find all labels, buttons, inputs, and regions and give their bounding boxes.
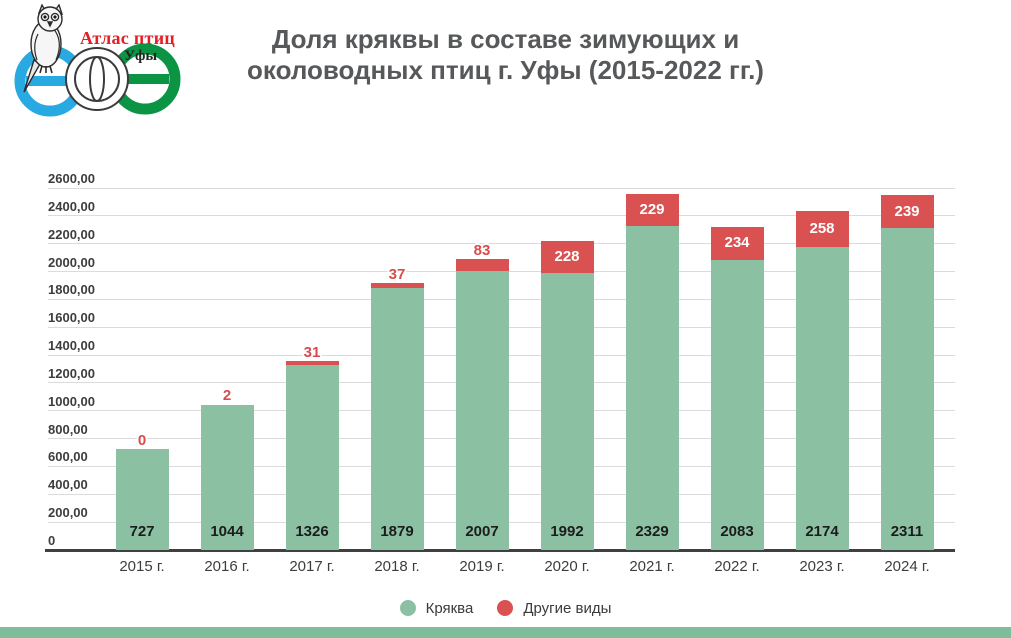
bar-value-other: 228 [554, 247, 580, 265]
x-axis-tick-label: 2019 г. [459, 558, 505, 575]
bar-segment-other [455, 259, 509, 271]
x-axis-tick-label: 2017 г. [289, 558, 335, 575]
bar-value-mallard: 1992 [550, 523, 584, 540]
x-axis-tick-label: 2022 г. [714, 558, 760, 575]
bar-value-mallard: 1879 [380, 523, 414, 540]
logo-ring-white-icon [65, 47, 129, 111]
gridline [48, 215, 955, 217]
y-axis-tick-label: 400,00 [48, 477, 88, 493]
bar-value-mallard: 727 [129, 523, 155, 540]
bar-value-mallard: 2329 [635, 523, 669, 540]
y-axis-tick-label: 2200,00 [48, 226, 95, 242]
y-axis-tick-label: 1000,00 [48, 393, 95, 409]
bar-value-mallard: 2311 [890, 523, 924, 540]
bar-segment-mallard [710, 259, 764, 550]
y-axis-tick-label: 1200,00 [48, 365, 95, 381]
x-axis-tick-label: 2024 г. [884, 558, 930, 575]
bar-segment-mallard [625, 225, 679, 550]
x-axis-tick-label: 2023 г. [799, 558, 845, 575]
logo-city-text: Уфы [124, 48, 158, 64]
x-axis-tick-label: 2016 г. [204, 558, 250, 575]
legend-label-mallard: Кряква [425, 599, 474, 617]
owl-icon [23, 3, 64, 93]
chart-title-line2: околоводных птиц г. Уфы (2015-2022 гг.) [247, 55, 764, 85]
legend-item-other: Другие виды [497, 600, 611, 617]
legend-swatch-other-icon [497, 600, 514, 616]
bar-segment-other [795, 211, 849, 248]
bar-segment-mallard [200, 404, 254, 550]
bar-value-mallard: 2083 [720, 523, 754, 540]
y-axis-tick-label: 1400,00 [48, 338, 95, 354]
bar-segment-mallard [540, 272, 594, 550]
bar-segment-other [285, 361, 339, 366]
bar-segment-other [540, 240, 594, 273]
legend-item-mallard: Кряква [399, 599, 474, 617]
chart-title: Доля кряквы в составе зимующих и околово… [0, 24, 1011, 86]
bar-segment-other [880, 194, 934, 229]
logo-emblem [14, 3, 181, 117]
y-axis-tick-label: 2400,00 [48, 198, 95, 214]
bar-segment-mallard [880, 228, 934, 550]
logo-brand-text: Атлас птиц [80, 28, 176, 48]
bar-value-other: 37 [388, 266, 406, 284]
legend-label-other: Другие виды [523, 599, 612, 617]
bar-segment-mallard [285, 365, 339, 550]
bar-value-other: 258 [809, 220, 835, 238]
y-axis-tick-label: 1600,00 [48, 310, 95, 326]
bar-segment-mallard [115, 448, 169, 550]
bar-value-other: 0 [137, 431, 147, 449]
bar-segment-other [370, 283, 424, 289]
gridline [48, 187, 955, 189]
bar-segment-other [625, 193, 679, 226]
bar-segment-mallard [370, 288, 424, 550]
bar-value-other: 239 [894, 202, 920, 220]
y-axis-tick-label: 2600,00 [48, 171, 95, 186]
legend-swatch-mallard-icon [399, 600, 416, 616]
bar-segment-mallard [795, 247, 849, 550]
x-axis-line [45, 549, 955, 552]
y-axis-tick-label: 600,00 [48, 449, 88, 465]
bar-value-other: 83 [473, 242, 491, 259]
y-axis-tick-label: 0 [48, 533, 56, 548]
chart-legend: Кряква Другие виды [0, 597, 1011, 619]
bar-value-other: 31 [303, 344, 321, 362]
x-axis-tick-label: 2020 г. [544, 558, 590, 575]
x-axis-tick-label: 2015 г. [119, 558, 165, 575]
bar-value-mallard: 1326 [295, 523, 329, 540]
bar-value-mallard: 2174 [805, 523, 839, 540]
y-axis-tick-label: 1800,00 [48, 282, 95, 298]
x-axis-tick-label: 2018 г. [374, 558, 420, 575]
y-axis-tick-label: 800,00 [48, 421, 88, 437]
x-axis-tick-label: 2021 г. [629, 558, 675, 575]
logo: Атлас птиц Уфы [12, 3, 192, 118]
chart-title-line1: Доля кряквы в составе зимующих и [271, 24, 740, 54]
y-axis-tick-label: 2000,00 [48, 254, 95, 270]
bar-value-mallard: 1044 [210, 523, 244, 540]
bar-segment-other [710, 227, 764, 260]
bar-value-other: 2 [222, 387, 232, 405]
y-axis-tick-label: 200,00 [48, 505, 88, 521]
bar-segment-mallard [455, 270, 509, 550]
footer-strip [0, 627, 1011, 638]
bar-value-mallard: 2007 [465, 523, 499, 540]
bar-value-other: 234 [724, 234, 750, 252]
gridline [48, 243, 955, 245]
bar-value-other: 229 [639, 200, 665, 218]
